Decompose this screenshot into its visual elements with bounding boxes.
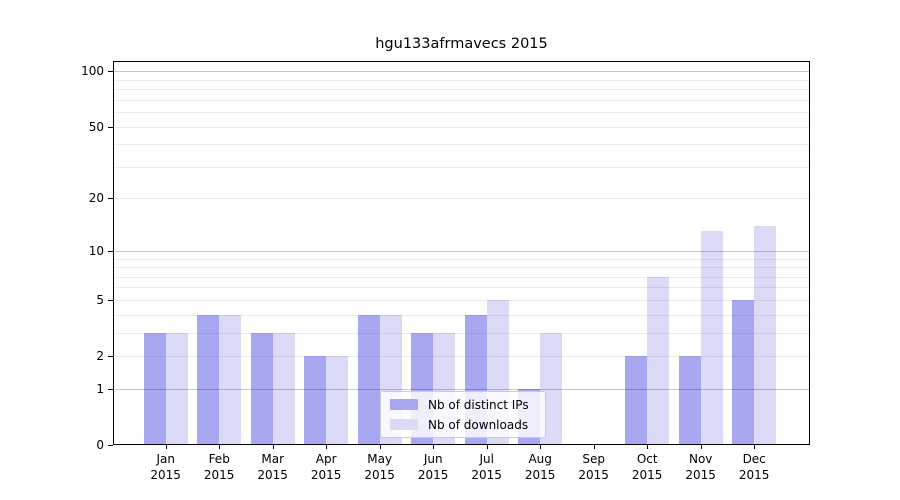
x-tick-label-may: May 2015 [364, 452, 395, 482]
gridline-1 [113, 388, 810, 390]
y-tick-mark-10 [108, 250, 113, 252]
x-tick-mark-sep [593, 445, 595, 449]
gridline-50 [113, 126, 810, 128]
gridline-60 [113, 112, 810, 113]
gridline-4 [113, 314, 810, 316]
gridline-2 [113, 356, 810, 357]
x-tick-label-feb: Feb 2015 [203, 452, 235, 482]
x-tick-mark-dec [754, 445, 756, 449]
gridline-70 [113, 99, 810, 101]
legend: Nb of distinct IPs Nb of downloads [380, 391, 546, 438]
x-tick-label-sep: Sep 2015 [578, 452, 609, 482]
bar-ips-feb [197, 314, 220, 445]
x-tick-mark-jun [433, 445, 435, 449]
y-tick-mark-5 [108, 299, 113, 301]
y-tick-label-2: 2 [96, 349, 104, 363]
legend-label-downloads: Nb of downloads [428, 417, 529, 432]
gridline-9 [113, 258, 810, 260]
x-tick-label-apr: Apr 2015 [310, 452, 342, 482]
gridline-30 [113, 166, 810, 168]
y-tick-label-20: 20 [88, 191, 104, 206]
y-tick-mark-0 [108, 445, 113, 446]
y-tick-label-1: 1 [96, 381, 104, 396]
bar-ips-apr [304, 356, 327, 445]
gridline-10 [113, 250, 810, 252]
bar-ips-oct [625, 356, 648, 445]
x-tick-label-oct: Oct 2015 [631, 452, 663, 482]
y-tick-label-0: 0 [96, 438, 104, 452]
y-tick-mark-50 [108, 126, 113, 128]
bar-ips-may [357, 314, 380, 445]
x-tick-mark-jan [165, 445, 167, 449]
y-tick-label-50: 50 [88, 119, 104, 134]
gridline-3 [113, 332, 810, 334]
x-tick-mark-mar [272, 445, 274, 449]
y-tick-mark-1 [108, 388, 113, 390]
x-tick-mark-jul [486, 445, 488, 449]
x-tick-mark-feb [219, 445, 221, 449]
y-tick-mark-20 [108, 198, 113, 200]
bar-downloads-mar [272, 332, 295, 445]
y-tick-label-100: 100 [81, 64, 104, 79]
plot-area [113, 61, 810, 445]
legend-swatch-distinct-ips [390, 399, 418, 410]
x-tick-label-jan: Jan 2015 [150, 452, 181, 482]
bar-downloads-apr [326, 356, 349, 445]
bar-downloads-dec [754, 225, 777, 445]
bar-downloads-nov [700, 231, 723, 445]
gridline-7 [113, 276, 810, 278]
x-tick-mark-aug [540, 445, 542, 449]
gridline-90 [113, 79, 810, 81]
y-tick-mark-2 [108, 356, 113, 357]
y-tick-mark-100 [108, 71, 113, 73]
gridline-100 [113, 71, 810, 73]
legend-label-distinct-ips: Nb of distinct IPs [428, 397, 529, 412]
x-tick-mark-apr [326, 445, 328, 449]
x-tick-label-mar: Mar 2015 [257, 452, 288, 482]
bar-ips-nov [678, 356, 701, 445]
x-tick-label-dec: Dec 2015 [738, 452, 770, 482]
legend-swatch-downloads [390, 419, 418, 430]
bar-downloads-feb [219, 314, 242, 445]
x-tick-mark-oct [647, 445, 649, 449]
gridline-6 [113, 287, 810, 289]
x-tick-label-nov: Nov 2015 [685, 452, 716, 482]
x-tick-label-jul: Jul 2015 [471, 452, 502, 482]
y-tick-label-5: 5 [96, 292, 104, 307]
bar-ips-mar [250, 332, 273, 445]
legend-item-distinct-ips: Nb of distinct IPs [390, 396, 536, 413]
x-tick-mark-may [379, 445, 381, 449]
x-tick-label-jun: Jun 2015 [417, 452, 449, 482]
bar-ips-jan [143, 332, 166, 445]
gridline-8 [113, 267, 810, 268]
x-tick-label-aug: Aug 2015 [524, 452, 556, 482]
bar-downloads-jan [165, 332, 188, 445]
x-tick-mark-nov [700, 445, 702, 449]
chart-title: hgu133afrmavecs 2015 [375, 36, 548, 52]
legend-item-downloads: Nb of downloads [390, 416, 536, 433]
y-tick-label-10: 10 [88, 243, 104, 258]
bar-ips-dec [732, 299, 755, 445]
gridline-20 [113, 198, 810, 200]
gridline-5 [113, 299, 810, 301]
gridline-80 [113, 89, 810, 91]
bar-downloads-oct [647, 276, 670, 445]
gridline-40 [113, 144, 810, 146]
